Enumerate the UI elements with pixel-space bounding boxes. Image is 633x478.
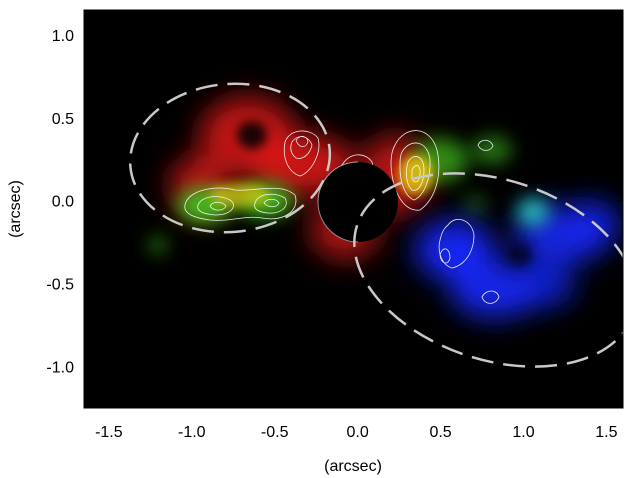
dark-cavity: [237, 121, 267, 149]
y-tick-label: 1.0: [52, 28, 74, 45]
emission-map: [128, 82, 623, 368]
x-axis-title: (arcsec): [324, 458, 382, 475]
contour-lines: [184, 130, 500, 304]
x-tick-label: -0.5: [261, 424, 289, 441]
x-tick-label: 1.5: [595, 424, 617, 441]
x-tick-label: -1.0: [178, 424, 206, 441]
ellipse-left-outline: [128, 82, 332, 234]
x-tick-label: 0.0: [347, 424, 369, 441]
y-tick-label: -1.0: [46, 360, 74, 377]
cyan-emission-region: [517, 198, 549, 226]
x-tick-label: -1.5: [95, 424, 123, 441]
y-axis-title: (arcsec): [7, 180, 24, 238]
disk-edge-highlight: [317, 161, 359, 203]
plot-frame: [83, 9, 624, 409]
dark-cavity-blue: [508, 245, 532, 265]
ellipse-right-outline: [353, 172, 623, 368]
x-tick-label: 1.0: [512, 424, 534, 441]
y-tick-label: 0.0: [52, 194, 74, 211]
occulting-disk: [318, 162, 398, 242]
y-tick-label: -0.5: [46, 277, 74, 294]
x-tick-label: 0.5: [429, 424, 451, 441]
x-axis: -1.5 -1.0 -0.5 0.0 0.5 1.0 1.5: [95, 10, 618, 441]
y-axis: 1.0 0.5 0.0 -0.5 -1.0: [46, 28, 623, 377]
y-tick-label: 0.5: [52, 111, 74, 128]
